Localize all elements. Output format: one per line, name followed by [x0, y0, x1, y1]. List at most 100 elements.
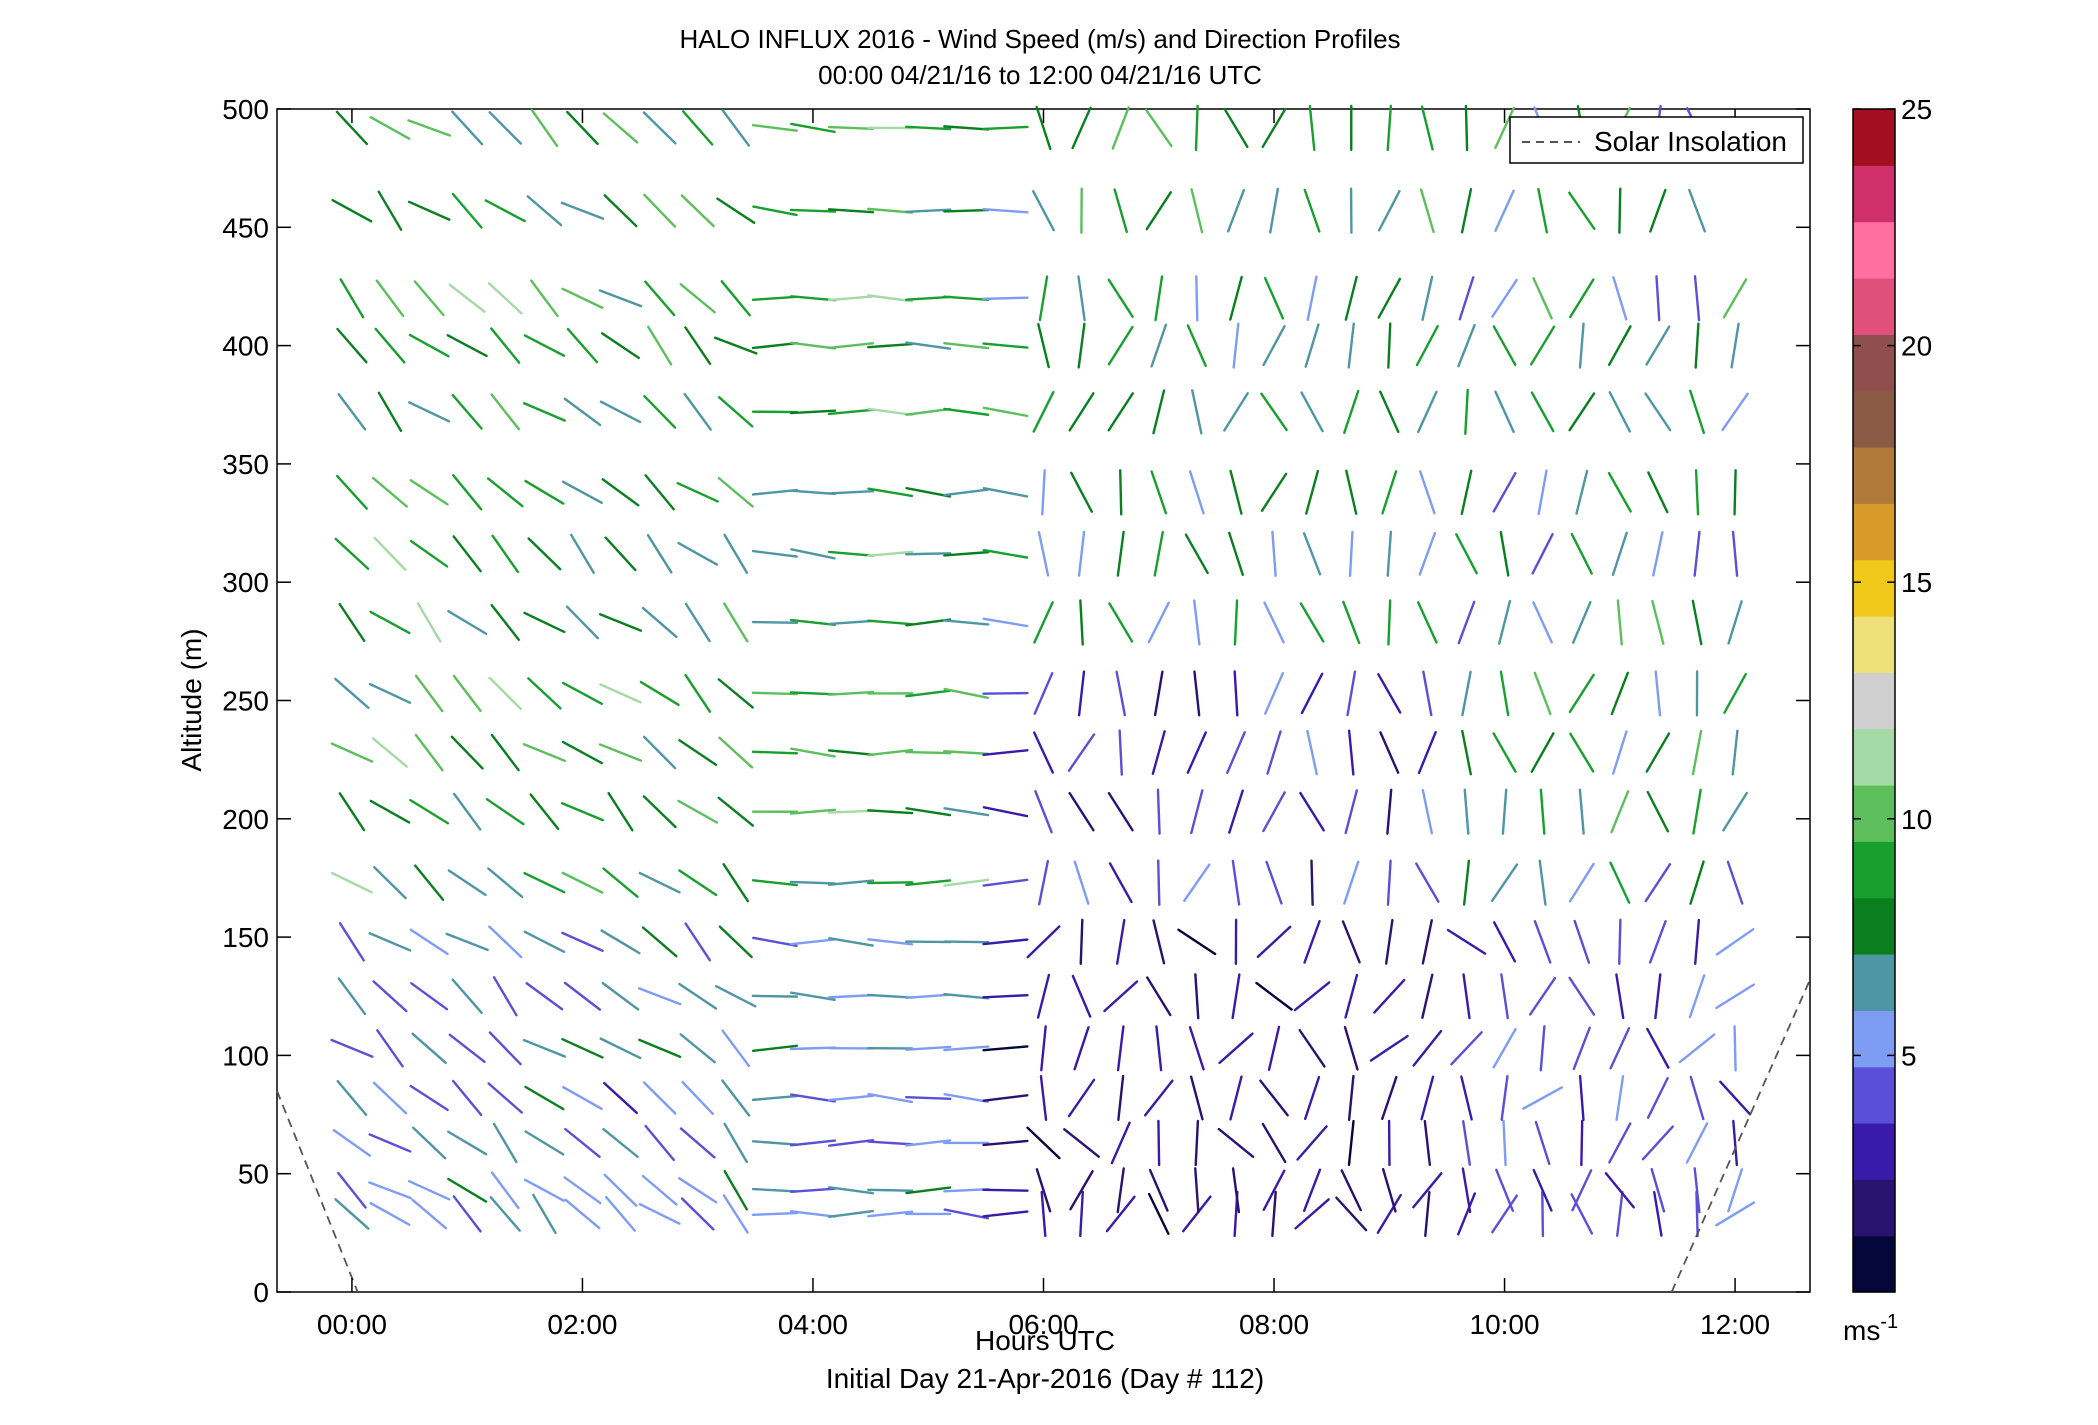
wind-barb: [1568, 862, 1595, 903]
wind-barb: [1417, 601, 1438, 644]
wind-barb: [1731, 530, 1739, 577]
y-tick-label: 200: [222, 804, 269, 835]
wind-barb: [1616, 1190, 1624, 1237]
wind-barb: [1232, 322, 1240, 369]
wind-barb: [1255, 981, 1293, 1011]
wind-barb: [827, 809, 875, 814]
wind-barb: [827, 749, 875, 756]
wind-barb: [522, 743, 566, 763]
wind-barb: [943, 341, 990, 350]
wind-barb: [1455, 533, 1478, 575]
wind-barb: [1494, 390, 1515, 434]
wind-barb: [602, 1127, 639, 1158]
wind-barb: [1381, 470, 1398, 515]
wind-barb: [1578, 1074, 1585, 1122]
wind-barb: [1191, 389, 1203, 435]
wind-barb: [488, 925, 523, 959]
wind-barb: [1688, 188, 1706, 233]
wind-barb: [1417, 730, 1437, 775]
wind-barb: [1188, 470, 1205, 515]
wind-barb: [1308, 104, 1316, 152]
wind-barb: [486, 477, 524, 508]
wind-barb: [377, 391, 403, 433]
wind-barb: [604, 536, 637, 572]
wind-barb: [751, 620, 799, 624]
wind-barb: [905, 689, 952, 698]
wind-barb: [943, 295, 990, 302]
wind-barb: [1646, 1077, 1669, 1119]
wind-barb: [1685, 1122, 1709, 1164]
wind-barb: [1387, 599, 1392, 646]
wind-barb: [1233, 599, 1239, 646]
wind-barb: [1691, 729, 1703, 776]
wind-barb: [789, 880, 837, 885]
wind-barb: [751, 123, 798, 132]
wind-barb: [1499, 530, 1510, 577]
wind-barb: [1264, 672, 1285, 715]
wind-barb: [563, 1176, 602, 1205]
wind-barb: [1259, 1079, 1289, 1117]
wind-barb: [1464, 388, 1469, 436]
wind-barb: [641, 606, 678, 639]
wind-barb: [905, 1095, 952, 1100]
wind-barb: [642, 111, 677, 145]
wind-barb: [564, 1198, 601, 1230]
wind-barb: [1693, 1167, 1701, 1214]
wind-barb: [1609, 1027, 1631, 1070]
wind-barb: [679, 1033, 716, 1064]
wind-barb: [982, 749, 1029, 757]
wind-barb: [679, 283, 716, 314]
wind-barb: [491, 534, 520, 574]
footer-text: Initial Day 21-Apr-2016 (Day # 112): [826, 1363, 1264, 1394]
wind-barb: [414, 733, 444, 772]
wind-barb: [867, 938, 914, 946]
y-tick-label: 500: [222, 94, 269, 125]
wind-barb: [532, 1193, 557, 1235]
wind-barb: [523, 930, 566, 954]
wind-barb: [560, 802, 604, 822]
wind-barb: [1261, 1122, 1287, 1164]
wind-barb: [943, 1208, 990, 1220]
wind-barb: [1571, 1169, 1593, 1212]
wind-barb: [607, 791, 634, 832]
wind-barb: [565, 605, 600, 640]
wind-barb: [490, 733, 520, 772]
wind-barb: [1722, 791, 1748, 832]
colorbar-unit-exponent: -1: [1880, 1311, 1898, 1333]
wind-barb: [1722, 278, 1748, 319]
wind-barb: [867, 1188, 914, 1192]
wind-barb: [789, 618, 837, 626]
wind-barb: [371, 737, 409, 768]
wind-barb: [524, 1085, 565, 1111]
wind-barb: [1335, 1196, 1368, 1232]
wind-barb: [1262, 325, 1286, 367]
wind-barb: [1528, 976, 1557, 1016]
wind-barb: [1181, 1195, 1212, 1233]
wind-barb: [1194, 104, 1199, 152]
y-tick-label: 400: [222, 331, 269, 362]
wind-barb: [751, 1187, 799, 1193]
wind-barb: [446, 334, 488, 358]
wind-barb: [1265, 860, 1283, 905]
wind-barb: [684, 673, 712, 713]
wind-barb: [1462, 859, 1471, 906]
wind-barb: [1119, 469, 1123, 516]
wind-barb: [492, 1122, 518, 1164]
wind-barb: [598, 613, 643, 632]
wind-barb: [447, 609, 488, 635]
wind-barb: [1415, 862, 1440, 903]
wind-barb: [1534, 1120, 1551, 1166]
wind-barb: [982, 691, 1029, 695]
wind-barb: [982, 993, 1029, 999]
wind-barb: [1500, 973, 1509, 1020]
wind-barb: [1306, 275, 1318, 322]
wind-barb: [1033, 672, 1054, 715]
wind-barb: [1036, 973, 1051, 1019]
wind-barb: [982, 1188, 1029, 1192]
wind-barb: [751, 750, 799, 755]
wind-barb: [1386, 788, 1393, 835]
wind-barb: [1457, 323, 1476, 368]
wind-barb: [1153, 530, 1164, 577]
wind-barb: [1077, 275, 1086, 322]
wind-barb: [1026, 925, 1061, 959]
